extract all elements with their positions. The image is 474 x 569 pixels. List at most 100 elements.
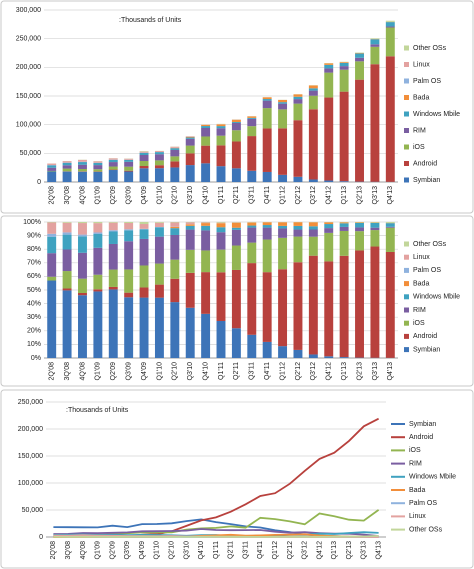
bar-segment: [139, 166, 149, 169]
bar-segment: [108, 222, 118, 231]
bar-segment: [124, 158, 134, 160]
y-tick-label: 100,000: [18, 480, 43, 487]
bar-segment: [339, 66, 349, 70]
bar-segment: [154, 168, 164, 182]
bar-segment: [124, 161, 134, 167]
x-tick-label: Q1'13: [331, 541, 338, 560]
x-tick-label: 2Q'08: [49, 362, 56, 381]
x-tick-label: Q3'10: [183, 541, 190, 560]
bar-segment: [139, 265, 149, 288]
bar-segment: [78, 171, 87, 182]
x-tick-label: Q2'10: [168, 541, 175, 560]
legend-label: Palm OS: [409, 500, 437, 507]
bar-segment: [185, 138, 195, 146]
x-tick-label: Q3'13: [361, 541, 368, 560]
bar-segment: [185, 307, 195, 358]
bar-segment: [185, 222, 195, 225]
bar-segment: [247, 116, 257, 118]
bar-segment: [385, 27, 395, 57]
bar-segment: [293, 94, 303, 97]
bar-segment: [247, 334, 257, 358]
bar-segment: [47, 233, 57, 237]
y-tick-label: 100%: [23, 219, 41, 226]
bar-segment: [154, 263, 164, 285]
bar-segment: [93, 162, 103, 166]
x-tick-label: Q2'09: [109, 541, 116, 560]
bar-segment: [108, 159, 118, 163]
bar-segment: [355, 231, 364, 251]
bar-segment: [308, 354, 318, 358]
bar-segment: [339, 91, 349, 182]
bar-segment: [324, 261, 334, 357]
x-tick-label: Q4'13: [387, 362, 394, 381]
bar-segment: [154, 160, 164, 166]
y-tick-label: 20%: [27, 328, 41, 335]
bar-segment: [78, 223, 87, 235]
y-tick-label: 0: [37, 179, 41, 186]
y-tick-label: 70%: [27, 260, 41, 267]
y-tick-label: 50,000: [20, 150, 42, 157]
bar-segment: [108, 158, 118, 160]
x-tick-label: Q3'11: [249, 362, 256, 380]
x-tick-label: Q3'12: [310, 186, 317, 205]
bar-segment: [278, 228, 288, 238]
bar-segment: [47, 165, 57, 168]
line-series: [53, 535, 379, 538]
bar-segment: [170, 234, 180, 260]
bar-segment: [170, 146, 180, 148]
bar-segment: [293, 349, 303, 358]
bar-segment: [262, 225, 272, 228]
legend-label: Palm OS: [413, 267, 441, 274]
bar-segment: [62, 234, 72, 250]
bar-segment: [355, 57, 364, 62]
x-tick-label: 3Q'08: [65, 541, 72, 560]
bar-segment: [78, 222, 87, 224]
bar-segment: [154, 165, 164, 169]
x-tick-label: Q4'09: [139, 541, 146, 560]
bar-segment: [185, 136, 195, 138]
bar-segment: [355, 250, 364, 358]
y-tick-label: 300,000: [16, 7, 41, 14]
legend-label: Windows Mbile: [409, 474, 456, 481]
bar-segment: [170, 156, 180, 162]
bar-segment: [62, 271, 72, 289]
bar-segment: [308, 222, 318, 227]
bar-segment: [201, 313, 211, 358]
legend-swatch: [404, 254, 409, 260]
bar-segment: [278, 102, 288, 104]
bar-segment: [47, 222, 57, 234]
x-tick-label: Q3'13: [372, 362, 379, 381]
x-tick-label: 4Q'08: [79, 186, 86, 205]
legend-swatch: [404, 95, 409, 100]
bar-segment: [247, 117, 257, 119]
bar-segment: [78, 162, 87, 165]
legend-label: Palm OS: [413, 78, 441, 85]
bar-segment: [231, 122, 241, 124]
bar-segment: [201, 126, 211, 128]
legend-swatch: [404, 307, 409, 313]
bar-segment: [231, 141, 241, 169]
x-tick-label: Q4'11: [264, 186, 271, 204]
x-tick-label: Q4'11: [264, 362, 271, 380]
bar-segment: [139, 297, 149, 358]
bar-segment: [47, 167, 57, 171]
legend-swatch: [404, 62, 409, 67]
legend-label: Android: [413, 333, 437, 340]
legend-label: Windows Mbile: [413, 294, 460, 301]
x-tick-label: Q4'10: [202, 362, 209, 381]
bar-segment: [124, 222, 134, 230]
bar-segment: [231, 222, 241, 228]
x-tick-label: Q1'09: [95, 362, 102, 381]
bar-segment: [201, 222, 211, 224]
bar-segment: [47, 170, 57, 172]
legend-swatch: [404, 177, 409, 183]
bar-segment: [293, 262, 303, 350]
x-tick-label: Q4'12: [326, 186, 333, 205]
bar-segment: [355, 53, 364, 58]
legend-swatch: [404, 333, 409, 339]
x-tick-label: Q3'12: [310, 362, 317, 381]
bar-segment: [324, 64, 334, 69]
x-tick-label: Q2'13: [346, 541, 353, 560]
y-tick-label: 10%: [27, 341, 41, 348]
bar-segment: [385, 227, 395, 252]
